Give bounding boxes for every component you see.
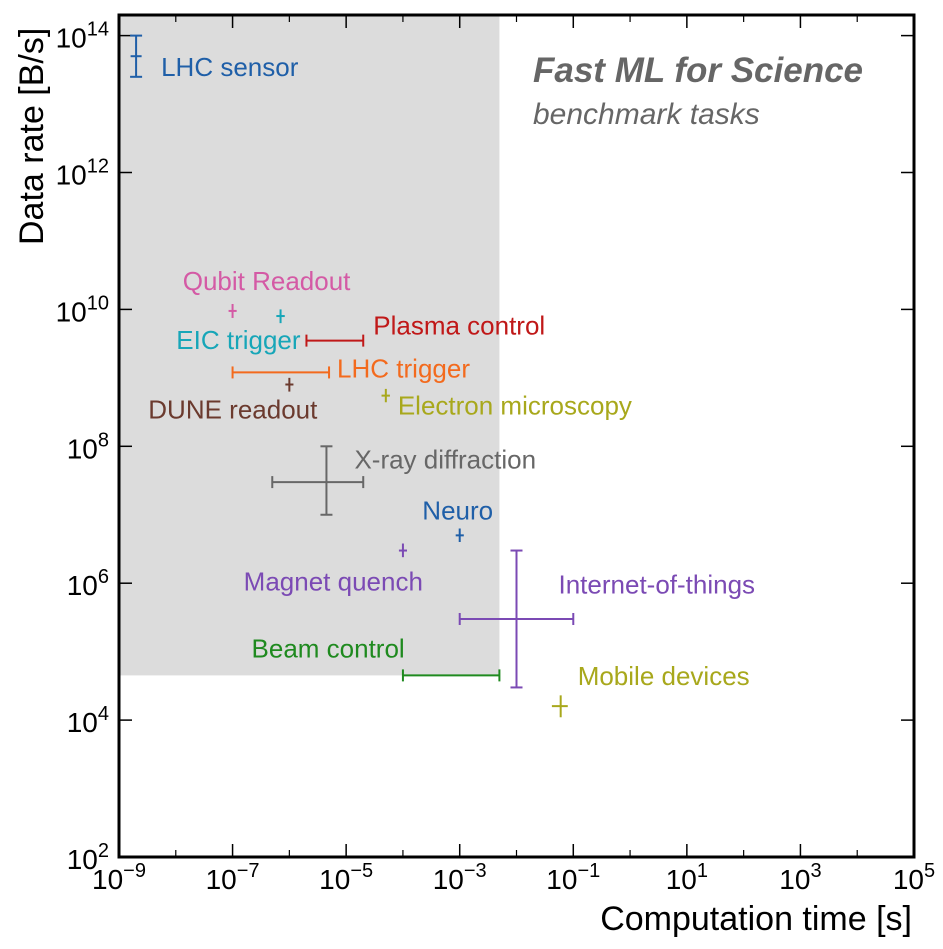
point-label-magnet-quench: Magnet quench [244,567,423,597]
data-point-plasma-control: Plasma control [305,311,545,347]
x-tick-label: 10−3 [433,860,487,895]
point-label-internet-of-things: Internet-of-things [559,569,756,599]
chart-subtitle: benchmark tasks [533,98,760,131]
shaded-region [119,15,500,676]
point-label-lhc-sensor: LHC sensor [161,52,299,82]
point-label-x-ray-diffraction: X-ray diffraction [354,444,536,474]
y-tick-label: 1012 [56,156,109,191]
x-tick-label: 101 [666,860,708,895]
y-axis-title: Data rate [B/s] [13,28,51,245]
point-label-neuro: Neuro [422,495,493,525]
x-tick-label: 10−9 [92,860,146,895]
tick-mark-layer [118,15,915,858]
data-point-x-ray-diffraction: X-ray diffraction [271,444,536,516]
point-label-electron-microscopy: Electron microscopy [398,391,632,421]
data-point-lhc-sensor: LHC sensor [130,34,299,82]
data-point-lhc-trigger: LHC trigger [231,353,470,383]
y-tick-label: 1014 [56,19,109,54]
data-point-internet-of-things: Internet-of-things [458,549,756,689]
x-tick-label: 10−5 [319,860,373,895]
data-point-qubit-readout: Qubit Readout [183,266,351,318]
x-tick-label: 105 [893,860,935,895]
plot-frame [117,13,916,859]
y-tick-label: 108 [67,429,109,464]
y-tick-label: 1010 [56,292,109,327]
data-point-dune-readout: DUNE readout [148,377,318,424]
x-tick-label: 10−7 [206,860,260,895]
data-point-magnet-quench: Magnet quench [244,543,423,597]
tick-label-layer: 10−9 10−7 10−5 10−3 10−1 101 103 105 102 104 106 10… [56,19,936,895]
point-label-qubit-readout: Qubit Readout [183,266,351,296]
point-label-beam-control: Beam control [252,633,405,663]
point-label-plasma-control: Plasma control [373,311,545,341]
y-tick-label: 104 [67,703,109,738]
data-point-eic-trigger: EIC trigger [176,309,301,355]
y-tick-label: 102 [67,840,109,875]
x-tick-label: 103 [779,860,821,895]
x-axis-title: Computation time [s] [600,900,912,938]
data-point-mobile-devices: Mobile devices [551,661,750,718]
data-point-neuro: Neuro [422,495,493,542]
data-point-beam-control: Beam control [252,633,501,682]
chart-title: Fast ML for Science [533,51,863,90]
y-tick-label: 106 [67,566,109,601]
point-label-dune-readout: DUNE readout [148,394,318,424]
point-label-mobile-devices: Mobile devices [578,661,750,691]
x-tick-label: 10−1 [546,860,600,895]
shaded-region-layer [119,15,500,676]
data-point-layer: LHC sensor Qubit Readout EIC trigger Plasma… [130,34,756,718]
point-label-lhc-trigger: LHC trigger [337,353,470,383]
data-point-electron-microscopy: Electron microscopy [381,388,632,421]
point-label-eic-trigger: EIC trigger [176,325,301,355]
